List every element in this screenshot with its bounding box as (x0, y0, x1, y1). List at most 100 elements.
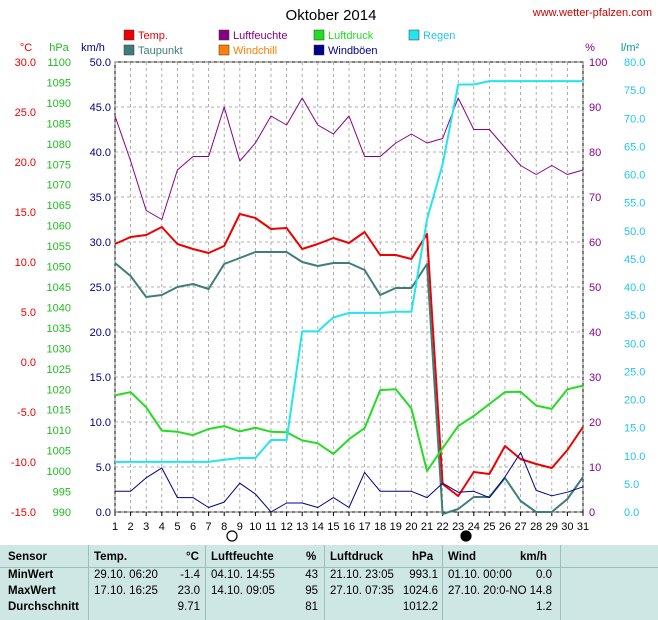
rain-tick-label: 0.0 (624, 507, 639, 519)
row-humidity-value: 43 (305, 569, 318, 581)
legend-label: Windböen (328, 45, 378, 57)
rain-tick-label: 65.0 (624, 141, 645, 153)
table-divider (324, 545, 325, 620)
legend-label: Luftfeuchte (233, 30, 287, 42)
x-tick-label: 27 (514, 521, 526, 533)
x-tick-label: 3 (143, 521, 149, 533)
temp-tick-label: 30.0 (15, 57, 36, 69)
pressure-tick-label: 1040 (47, 302, 71, 314)
row-pressure-value: 993.1 (409, 569, 438, 581)
temp-tick-label: 20.0 (15, 157, 36, 169)
legend-label: Taupunkt (138, 45, 183, 57)
x-tick-label: 26 (499, 521, 511, 533)
humidity-tick-label: 30 (589, 372, 601, 384)
legend-swatch (123, 29, 135, 41)
chart-background (0, 0, 658, 545)
temp-tick-label: 15.0 (15, 207, 36, 219)
humidity-tick-label: 20 (589, 417, 601, 429)
wind-tick-label: 5.0 (96, 462, 111, 474)
rain-tick-label: 15.0 (624, 423, 645, 435)
x-tick-label: 18 (374, 521, 386, 533)
rain-tick-label: 5.0 (624, 479, 639, 491)
pressure-tick-label: 1080 (47, 139, 71, 151)
row-pressure-value: 1024.6 (402, 585, 438, 597)
row-humidity-value: 95 (305, 585, 318, 597)
row-label: MaxWert (8, 585, 56, 597)
table-divider (442, 545, 443, 620)
rain-tick-label: 45.0 (624, 254, 645, 266)
chart-title: Oktober 2014 (286, 7, 377, 24)
table-divider (205, 545, 206, 620)
x-tick-label: 25 (483, 521, 495, 533)
pressure-tick-label: 1095 (47, 77, 71, 89)
series-line (114, 213, 584, 497)
series-line (114, 384, 584, 473)
x-tick-label: 23 (452, 521, 464, 533)
pressure-tick-label: 1065 (47, 200, 71, 212)
humidity-tick-label: 40 (589, 327, 601, 339)
pressure-tick-label: 1045 (47, 282, 71, 294)
row-wind-value: 0.0 (536, 569, 552, 581)
legend-swatch (218, 29, 230, 41)
rain-tick-label: 25.0 (624, 366, 645, 378)
header-wind-unit: km/h (520, 551, 547, 563)
moon-phases (226, 530, 472, 542)
pressure-tick-label: 1090 (47, 98, 71, 110)
header-pressure-unit: hPa (412, 551, 434, 563)
wind-axis-unit: km/h (81, 42, 105, 54)
rain-tick-label: 10.0 (624, 451, 645, 463)
humidity-axis-unit: % (585, 42, 595, 54)
header-humidity-unit: % (306, 551, 317, 563)
legend-swatch (218, 44, 230, 56)
pressure-tick-label: 1070 (47, 180, 71, 192)
row-humidity-value: 81 (305, 601, 318, 613)
humidity-tick-label: 80 (589, 147, 601, 159)
wind-tick-label: 20.0 (90, 327, 111, 339)
legend-swatch (313, 29, 325, 41)
stats-table-header (0, 545, 658, 568)
pressure-tick-label: 990 (53, 507, 71, 519)
rain-tick-label: 20.0 (624, 395, 645, 407)
row-pressure-value: 1012.2 (402, 601, 438, 613)
rain-tick-label: 40.0 (624, 282, 645, 294)
row-temp-value: 9.71 (177, 601, 200, 613)
rain-tick-label: 55.0 (624, 198, 645, 210)
x-tick-label: 30 (561, 521, 573, 533)
table-divider (88, 545, 89, 620)
row-wind-value: 14.8 (529, 585, 552, 597)
wind-tick-label: 25.0 (90, 282, 111, 294)
x-tick-label: 6 (190, 521, 196, 533)
row-wind-time: 27.10. 20:0-NO (448, 585, 527, 597)
x-tick-label: 4 (159, 521, 165, 533)
row-pressure-time: 21.10. 23:05 (330, 569, 394, 581)
temp-axis-unit: °C (20, 42, 32, 54)
legend-swatch (123, 44, 135, 56)
rain-tick-label: 50.0 (624, 226, 645, 238)
x-tick-label: 16 (343, 521, 355, 533)
row-label: Durchschnitt (8, 601, 79, 613)
temp-tick-label: -10.0 (11, 457, 36, 469)
wind-tick-label: 15.0 (90, 372, 111, 384)
row-wind-time: 01.10. 00:00 (448, 569, 512, 581)
row-humidity-time: 04.10. 14:55 (211, 569, 275, 581)
wind-tick-label: 50.0 (90, 57, 111, 69)
table-divider (560, 545, 561, 620)
humidity-tick-label: 60 (589, 237, 601, 249)
wind-tick-label: 30.0 (90, 237, 111, 249)
humidity-tick-label: 50 (589, 282, 601, 294)
stats-table: Sensor Temp. °C Luftfeuchte % Luftdruck … (0, 545, 658, 620)
header-humidity: Luftfeuchte (211, 551, 274, 563)
x-tick-label: 13 (296, 521, 308, 533)
website-link[interactable]: www.wetter-pfalzen.com (532, 7, 652, 19)
full-moon-icon (226, 530, 238, 542)
humidity-tick-label: 90 (589, 102, 601, 114)
row-pressure-time: 27.10. 07:35 (330, 585, 394, 597)
temp-tick-label: -15.0 (11, 507, 36, 519)
pressure-tick-label: 1000 (47, 466, 71, 478)
rain-axis-unit: l/m² (621, 42, 640, 54)
x-tick-label: 24 (468, 521, 480, 533)
pressure-tick-label: 1055 (47, 241, 71, 253)
x-tick-label: 7 (206, 521, 212, 533)
weather-chart: Oktober 2014 www.wetter-pfalzen.com Temp… (0, 0, 658, 545)
pressure-axis-unit: hPa (49, 42, 69, 54)
